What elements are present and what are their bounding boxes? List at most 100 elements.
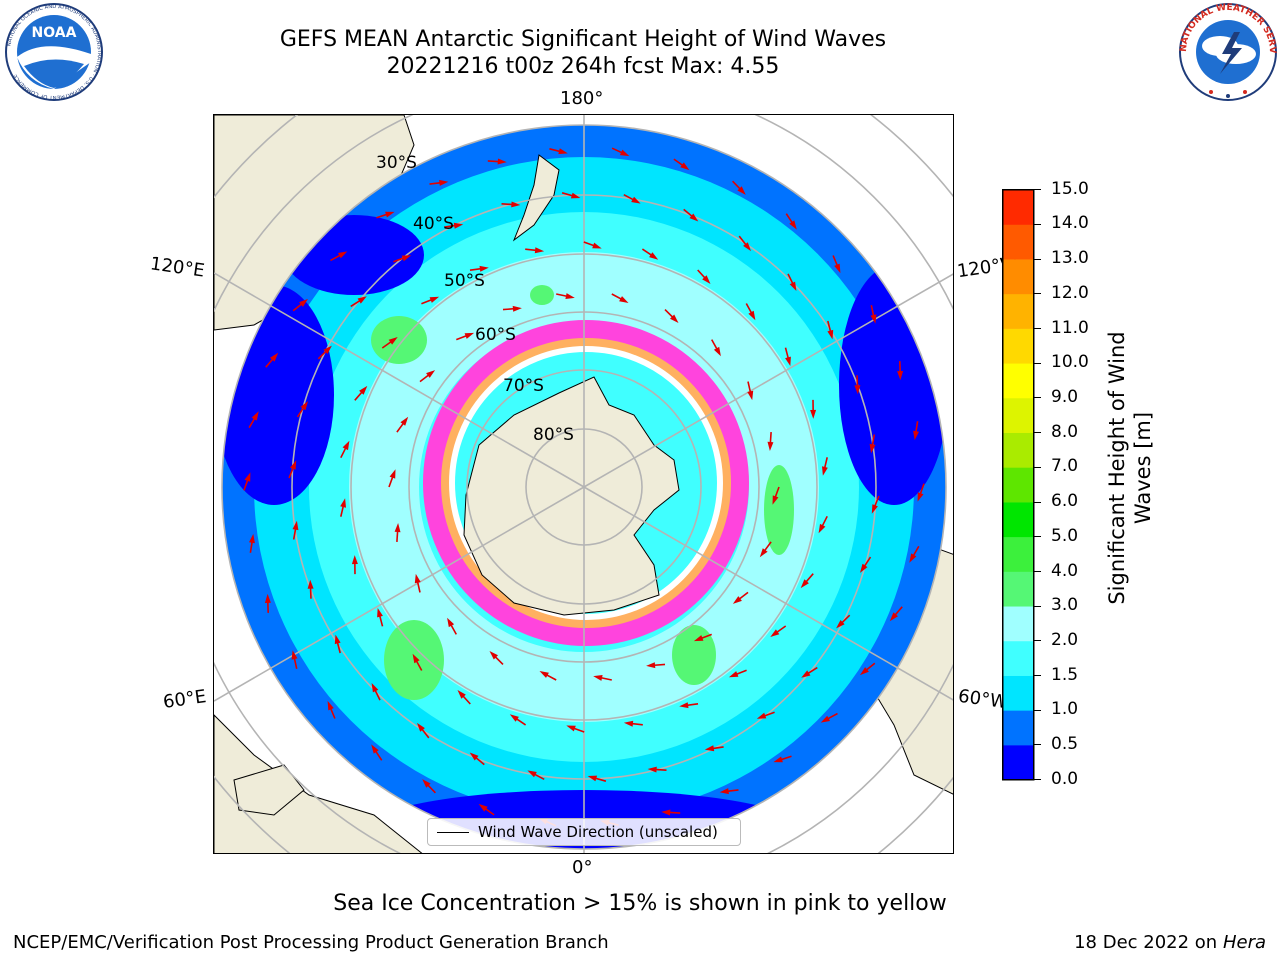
- colorbar-band: [1002, 189, 1034, 225]
- colorbar-tick-label: 0.0: [1051, 768, 1079, 789]
- colorbar-label-line1: Significant Height of Wind: [1105, 331, 1129, 605]
- wind-arrow-head: [732, 596, 742, 604]
- colorbar-tick-mark: [1034, 570, 1041, 572]
- wind-arrow-head: [565, 293, 575, 299]
- colorbar-band: [1002, 224, 1034, 260]
- colorbar-band: [1002, 745, 1034, 781]
- wind-arrow-head: [785, 356, 791, 366]
- colorbar-label-line2: Waves [m]: [1131, 411, 1155, 525]
- wind-arrow-head: [249, 533, 255, 544]
- colorbar-tick-mark: [1034, 189, 1041, 191]
- wind-arrow-head: [478, 803, 488, 812]
- wind-arrow-head: [820, 715, 830, 723]
- legend-line: [437, 832, 469, 833]
- wind-arrow-head: [860, 563, 868, 573]
- footer-date-text: 18 Dec 2022 on: [1074, 932, 1218, 953]
- colorbar-tick-mark: [1034, 466, 1041, 468]
- lat-label-80s: 80°S: [533, 425, 574, 445]
- wind-arrows: [243, 147, 925, 827]
- wind-arrow-head: [909, 553, 917, 563]
- graticule: [214, 115, 953, 853]
- wind-arrow-head: [359, 385, 368, 395]
- wind-arrow-head: [570, 192, 581, 199]
- colorbar-band: [1002, 293, 1034, 329]
- wind-arrow-head: [558, 148, 568, 155]
- colorbar-tick-label: 10.0: [1051, 352, 1089, 373]
- wind-arrow-head: [389, 469, 396, 479]
- colorbar-band: [1002, 328, 1034, 364]
- colorbar-band: [1002, 675, 1034, 711]
- wind-arrow-head: [818, 523, 826, 534]
- wind-arrow-head: [917, 492, 924, 502]
- wind-arrow-head: [670, 314, 679, 323]
- wind-arrow-head: [748, 310, 756, 321]
- wind-arrow-head: [439, 179, 449, 186]
- wind-arrow-head: [385, 211, 395, 218]
- wind-arrow-head: [623, 720, 634, 727]
- colorbar-tick-label: 6.0: [1051, 491, 1079, 512]
- wind-arrow-head: [394, 523, 401, 533]
- wind-arrow-head: [351, 555, 358, 565]
- colorbar-tick-mark: [1034, 258, 1041, 260]
- wind-arrow-head: [728, 671, 739, 678]
- colorbar-tick-mark: [1034, 397, 1041, 399]
- wind-arrow-head: [412, 653, 420, 664]
- wind-arrow-head: [511, 201, 521, 208]
- colorbar-band: [1002, 710, 1034, 746]
- wind-arrow-head: [631, 196, 641, 204]
- wind-arrow-head: [307, 579, 314, 589]
- colorbar-tick-label: 7.0: [1051, 456, 1079, 477]
- sea-ice-note: Sea Ice Concentration > 15% is shown in …: [333, 891, 947, 916]
- wind-arrow-head: [646, 662, 656, 669]
- colorbar-tick-label: 15.0: [1051, 178, 1089, 199]
- wind-arrow-head: [327, 700, 334, 711]
- wind-arrow-head: [860, 667, 869, 676]
- colorbar-tick-label: 8.0: [1051, 421, 1079, 442]
- lat-label-70s: 70°S: [503, 376, 544, 396]
- wind-arrow-head: [357, 296, 367, 304]
- colorbar-tick-label: 1.5: [1051, 664, 1079, 685]
- wind-arrow-head: [871, 504, 878, 514]
- wind-arrow-head: [388, 337, 398, 345]
- colorbar-band: [1002, 467, 1034, 503]
- colorbar-tick-mark: [1034, 640, 1041, 642]
- wind-arrow-head: [447, 617, 455, 628]
- polar-map-svg: [214, 115, 953, 853]
- wind-arrow-head: [512, 305, 522, 312]
- colorbar-tick-mark: [1034, 709, 1041, 711]
- wind-arrow-head: [592, 242, 602, 249]
- wind-arrow-head: [897, 371, 904, 381]
- colorbar-band: [1002, 536, 1034, 572]
- wind-arrow-head: [291, 650, 298, 660]
- colorbar-tick-label: 2.0: [1051, 629, 1079, 650]
- wind-arrow-head: [323, 345, 332, 354]
- wind-arrow-head: [679, 702, 689, 709]
- wind-arrow-head: [789, 281, 797, 291]
- wind-arrow-head: [342, 440, 350, 451]
- wind-arrow-head: [429, 296, 440, 303]
- wind-arrow-head: [747, 390, 754, 401]
- wind-arrow-head: [371, 683, 379, 693]
- wind-arrow-head: [800, 579, 809, 589]
- colorbar-tick-label: 0.5: [1051, 734, 1079, 755]
- colorbar-band: [1002, 363, 1034, 399]
- wind-arrow-head: [338, 251, 348, 259]
- colorbar-tick-mark: [1034, 501, 1041, 503]
- lat-label-50s: 50°S: [444, 271, 485, 291]
- polar-map: [213, 114, 954, 854]
- wind-arrow-head: [649, 252, 659, 260]
- colorbar-band: [1002, 397, 1034, 433]
- wind-arrow-head: [469, 752, 479, 761]
- colorbar-band: [1002, 502, 1034, 538]
- colorbar-tick-label: 9.0: [1051, 386, 1079, 407]
- legend-box: Wind Wave Direction (unscaled): [427, 818, 741, 846]
- footer-host: Hera: [1222, 932, 1266, 953]
- wind-arrow-head: [647, 766, 657, 773]
- lon-label-60e: 60°E: [161, 686, 208, 713]
- wind-arrow-head: [719, 788, 729, 795]
- map-subtitle: 20221216 t00z 264h fcst Max: 4.55: [386, 54, 780, 79]
- colorbar-tick-mark: [1034, 362, 1041, 364]
- colorbar-band: [1002, 571, 1034, 607]
- colorbar: [1002, 189, 1035, 781]
- wind-arrow-head: [457, 690, 466, 699]
